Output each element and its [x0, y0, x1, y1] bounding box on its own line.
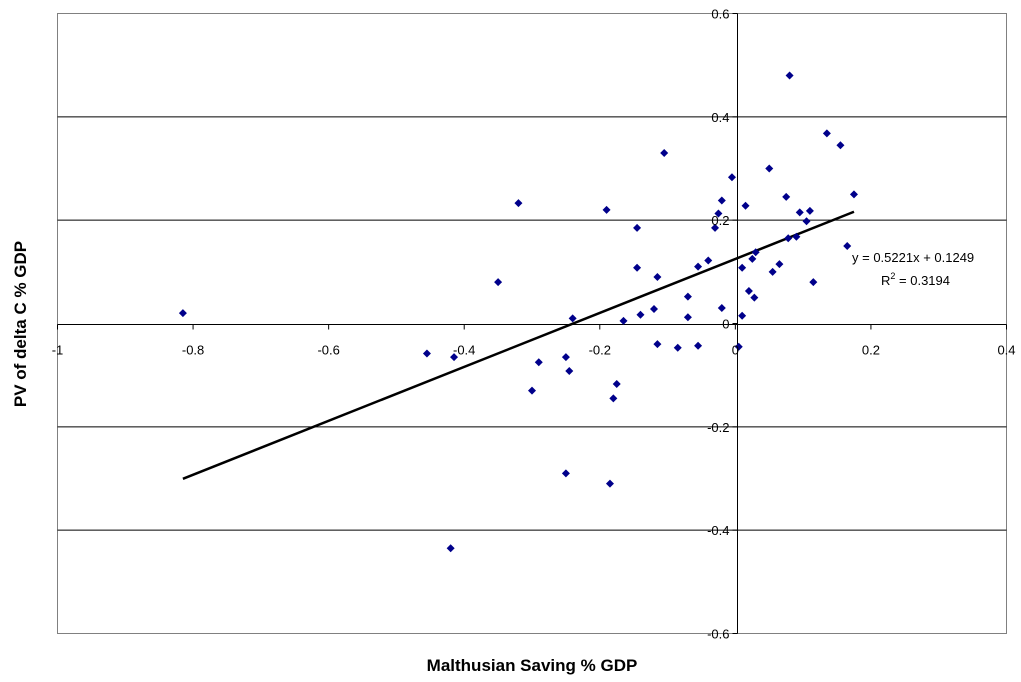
data-point-3	[446, 544, 455, 553]
x-tick-label-5: 0	[732, 343, 739, 358]
data-point-14	[609, 394, 618, 403]
data-point-21	[653, 273, 662, 281]
data-point-55	[836, 141, 845, 150]
data-point-42	[750, 293, 759, 302]
data-point-4	[494, 278, 503, 287]
data-point-40	[748, 254, 757, 263]
data-point-39	[744, 286, 753, 295]
data-point-31	[714, 209, 723, 218]
y-tick-label-6: 0.6	[711, 7, 729, 22]
data-point-6	[528, 386, 536, 395]
y-tick-label-4: 0.2	[711, 213, 729, 228]
data-point-29	[704, 256, 713, 265]
tick-labels: -1 -0.8 -0.6 -0.4 -0.2 0 0.2 0.4 -0.6 -0.4 -0.2 0 0.…	[52, 7, 1016, 642]
data-point-18	[633, 263, 642, 272]
data-point-32	[717, 196, 726, 205]
data-point-54	[822, 129, 831, 138]
data-point-19	[636, 310, 645, 319]
x-tick-label-1: -0.8	[182, 343, 204, 358]
y-tick-label-0: -0.6	[707, 627, 729, 642]
data-point-25	[683, 292, 692, 301]
data-point-0	[178, 309, 187, 318]
data-point-26	[683, 313, 692, 322]
r-squared-label: R2 = 0.3194	[881, 271, 950, 288]
trendline-equation: y = 0.5221x + 0.1249	[852, 250, 974, 265]
data-points	[178, 71, 858, 553]
data-point-24	[673, 343, 682, 352]
data-point-57	[849, 190, 858, 199]
data-point-15	[612, 379, 621, 388]
trendline-layer	[182, 210, 855, 480]
y-tick-label-3: 0	[722, 317, 729, 332]
data-point-17	[633, 223, 642, 232]
horizontal-gridlines	[57, 116, 1007, 531]
data-point-7	[534, 358, 543, 367]
data-point-46	[782, 192, 791, 201]
data-point-33	[717, 304, 726, 312]
data-point-28	[694, 341, 703, 350]
x-tick-label-4: -0.2	[589, 343, 611, 358]
data-point-5	[514, 199, 523, 208]
data-point-47	[784, 234, 793, 243]
data-point-51	[802, 217, 811, 226]
plot-area	[57, 13, 1007, 634]
data-point-37	[738, 311, 747, 320]
data-point-34	[727, 173, 736, 182]
x-tick-label-0: -1	[52, 343, 64, 358]
data-point-43	[765, 164, 774, 173]
data-point-44	[768, 267, 777, 276]
y-tick-label-2: -0.2	[707, 420, 729, 435]
x-tick-label-3: -0.4	[453, 343, 475, 358]
data-point-8	[561, 353, 570, 362]
r-squared-superscript: 2	[890, 271, 895, 281]
data-point-52	[805, 206, 814, 215]
data-point-41	[751, 248, 760, 257]
x-tick-label-2: -0.6	[317, 343, 339, 358]
data-point-36	[738, 263, 747, 272]
data-point-48	[785, 71, 794, 80]
data-point-23	[660, 149, 669, 157]
data-point-49	[792, 232, 801, 241]
data-point-20	[650, 305, 659, 314]
data-point-13	[605, 479, 614, 488]
data-point-9	[565, 367, 574, 376]
data-point-30	[711, 223, 720, 232]
data-point-35	[734, 342, 743, 351]
x-tick-label-6: 0.2	[862, 343, 880, 358]
data-point-11	[568, 314, 577, 323]
data-point-2	[450, 353, 459, 362]
data-point-53	[809, 278, 818, 287]
data-point-16	[619, 316, 628, 325]
y-axis-title: PV of delta C % GDP	[11, 241, 30, 407]
data-point-1	[422, 349, 431, 358]
data-point-27	[694, 262, 703, 271]
y-tick-label-5: 0.4	[711, 110, 729, 125]
y-tick-label-1: -0.4	[707, 523, 729, 538]
trendline	[182, 210, 855, 480]
x-tick-label-7: 0.4	[997, 343, 1015, 358]
data-point-45	[775, 260, 784, 269]
r-squared-value: = 0.3194	[895, 273, 950, 288]
data-point-38	[741, 201, 750, 210]
r-squared-prefix: R	[881, 273, 890, 288]
data-point-22	[653, 340, 662, 349]
data-point-12	[602, 205, 611, 214]
data-point-50	[795, 208, 804, 217]
axes	[57, 13, 1007, 634]
data-point-56	[843, 242, 852, 250]
data-point-10	[561, 469, 570, 478]
x-axis-title: Malthusian Saving % GDP	[427, 656, 638, 675]
